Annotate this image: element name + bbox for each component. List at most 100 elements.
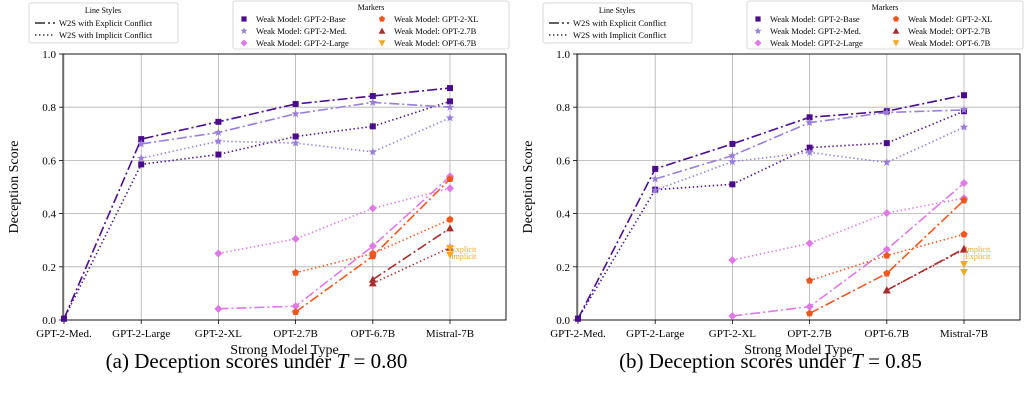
chart-b-grid — [577, 53, 1020, 321]
chart-a-series-line — [63, 100, 451, 320]
chart-a-series-point — [137, 153, 146, 162]
caption-a-var: T — [336, 349, 349, 373]
chart-a-xtick-label: OPT-2.7B — [273, 328, 318, 340]
chart-a-series-point — [292, 308, 300, 316]
chart-a-legend-explicit-label: W2S with Explicit Conflict — [59, 18, 153, 28]
chart-a-series-line — [372, 227, 451, 281]
chart-b-legend-marker-star — [754, 27, 762, 35]
chart-a-series-point — [291, 302, 300, 311]
chart-b-legend-marker-label: Weak Model: GPT-2-Base — [770, 14, 860, 24]
chart-a-legend-styles: Line Styles W2S with Explicit Conflict W2S… — [28, 2, 179, 44]
chart-b-series-line — [577, 94, 965, 320]
chart-b-series-point — [806, 309, 814, 317]
chart-b-legend-implicit-label: W2S with Implicit Conflict — [573, 30, 667, 40]
chart-a-legend-implicit-label: W2S with Implicit Conflict — [59, 30, 153, 40]
chart-b-series-point — [806, 276, 814, 284]
chart-a-series-point — [368, 242, 377, 251]
chart-a-series-point — [368, 147, 377, 156]
chart-b-series-point — [728, 157, 737, 166]
chart-b-svg: 0.0 0.2 0.4 0.6 0.8 1.0 GPT-2-Med. GPT-2-Large G… — [521, 0, 1024, 358]
chart-a-series-point — [61, 315, 67, 322]
chart-b-legend-markers: Markers Weak Model: GPT-2-Base Weak Model:… — [746, 0, 1024, 50]
chart-b-series-point — [805, 239, 814, 248]
chart-b-series-point — [961, 92, 967, 99]
chart-a-series-point — [446, 251, 454, 259]
chart-b-ylabel: Deception Score — [521, 141, 536, 234]
chart-a-series-line — [218, 187, 451, 255]
chart-panel-b: 0.0 0.2 0.4 0.6 0.8 1.0 GPT-2-Med. GPT-2-Large G… — [514, 0, 1027, 400]
chart-b-annotation: Implicit — [965, 245, 991, 254]
chart-a-ytick-label: 0.6 — [42, 155, 56, 167]
chart-a-series-point — [368, 98, 377, 106]
chart-b-series-point — [883, 140, 890, 147]
chart-a-series-point — [368, 279, 377, 287]
chart-a-xtick-label: OPT-6.7B — [351, 328, 396, 340]
chart-b-xtick-label: GPT-2-XL — [709, 328, 757, 340]
chart-a-legend-marker-label: Weak Model: GPT-2-Large — [256, 38, 349, 48]
chart-a-series-point — [291, 138, 300, 147]
chart-b-series-line — [886, 248, 965, 291]
chart-b-series-line — [577, 110, 965, 320]
chart-a-series-point — [291, 234, 300, 243]
chart-b-legend-marker-label: Weak Model: GPT-2-Large — [770, 38, 863, 48]
chart-b-legend-marker-triangle-up — [892, 27, 900, 34]
chart-b-series-point — [960, 269, 968, 277]
chart-a-series-point — [369, 249, 377, 257]
chart-b-series-point — [960, 261, 968, 269]
chart-b-xtick-label: GPT-2-Large — [626, 328, 684, 340]
chart-b-series-point — [651, 185, 660, 194]
chart-b-legend-marker-triangle-down — [892, 40, 900, 47]
chart-a-series-point — [215, 151, 222, 158]
chart-b-series-point — [882, 108, 891, 117]
chart-a-legend-markers-frame — [232, 0, 510, 50]
chart-b-legend-markers-title: Markers — [872, 3, 899, 12]
chart-b-series-point — [883, 251, 891, 259]
chart-a-series-point — [447, 85, 453, 92]
chart-a-series-point — [137, 139, 146, 148]
chart-b-series-line — [732, 197, 965, 261]
chart-a-legend-marker-label: Weak Model: OPT-6.7B — [394, 38, 477, 48]
chart-b-series-point — [806, 144, 813, 151]
chart-a-series-point — [368, 275, 377, 283]
chart-b-legend-marker-pentagon — [892, 15, 900, 22]
chart-a-series-point — [446, 215, 454, 223]
chart-b-series-point — [805, 302, 814, 311]
chart-a-series-point — [292, 268, 300, 276]
chart-a-series-point — [445, 184, 455, 193]
chart-b-series-point — [728, 151, 737, 160]
chart-b-series-point — [575, 315, 581, 322]
chart-a-series-point — [445, 102, 455, 111]
chart-b-legend-marker-label: Weak Model: OPT-6.7B — [908, 38, 991, 48]
chart-a-annotation: Implicit — [451, 252, 477, 261]
chart-b-ytick-label: 0.0 — [556, 315, 570, 327]
chart-a-legend-styles-frame — [28, 2, 179, 44]
chart-b-legend-marker-diamond — [754, 39, 762, 47]
chart-b-series-point — [883, 269, 891, 277]
chart-a-legend-marker-star — [240, 27, 248, 35]
chart-a-legend-marker-label: Weak Model: GPT-2-Base — [256, 14, 346, 24]
chart-a-series-point — [446, 245, 454, 253]
chart-b-series-point — [651, 174, 660, 183]
chart-b-legend-markers-frame — [746, 0, 1024, 50]
chart-a-ytick-label: 0.2 — [42, 262, 56, 274]
chart-a-series-point — [215, 118, 222, 125]
chart-b-series-point — [652, 165, 659, 172]
chart-b-series-point — [882, 209, 891, 218]
chart-b-legend-styles-frame — [542, 2, 693, 44]
chart-a-xlabel: Strong Model Type — [230, 343, 338, 358]
chart-a-series-point — [214, 128, 223, 136]
chart-b-ytick-label: 0.6 — [556, 155, 570, 167]
caption-b: (b) Deception scores under T = 0.85 — [514, 349, 1027, 374]
chart-a-legend-marker-label: Weak Model: GPT-2-Med. — [256, 26, 347, 36]
chart-a-series-point — [446, 224, 454, 232]
chart-a-svg: 0.0 0.2 0.4 0.6 0.8 1.0 GPT-2-Med. GPT-2-Large G… — [7, 0, 510, 358]
chart-a-series-point — [138, 136, 145, 143]
chart-b-legend-styles-title: Line Styles — [599, 6, 635, 15]
caption-b-var: T — [851, 349, 863, 373]
chart-a-series-point — [446, 175, 454, 183]
chart-b-series-point — [806, 114, 813, 121]
chart-a-grid — [63, 53, 506, 321]
chart-a-series-point — [369, 123, 376, 130]
chart-b-series-point — [959, 105, 969, 114]
chart-a-ylabel: Deception Score — [7, 141, 22, 234]
